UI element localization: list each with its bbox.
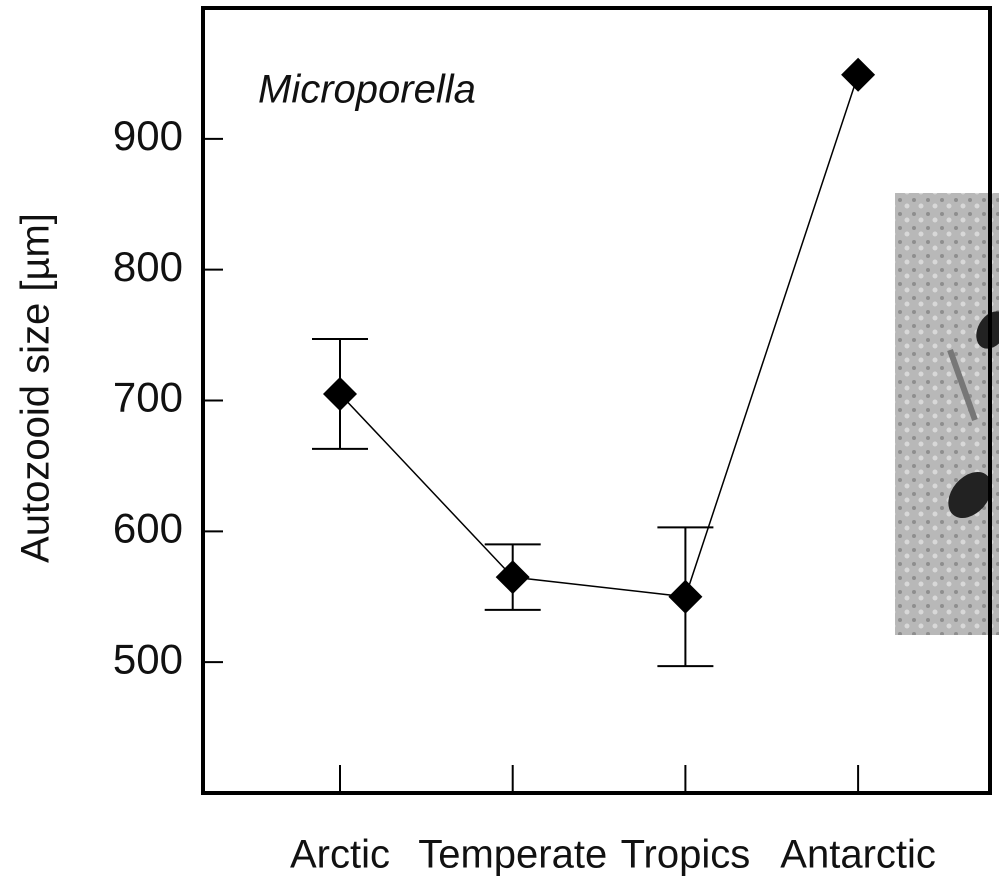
marker — [495, 560, 530, 595]
series-line — [339, 74, 859, 598]
y-tick-label: 600 — [113, 504, 183, 551]
x-tick-label: Temperate — [418, 833, 607, 877]
x-tick-label: Arctic — [290, 833, 390, 877]
annotation: Microporella — [258, 68, 476, 112]
y-tick-label: 800 — [113, 243, 183, 290]
y-tick-label: 500 — [113, 635, 183, 682]
marker — [323, 376, 357, 411]
plot-frame — [201, 6, 992, 795]
marker — [668, 579, 703, 614]
y-tick-label: 900 — [113, 112, 183, 159]
y-tick-label: 700 — [113, 374, 183, 421]
x-tick-label: Antarctic — [780, 833, 936, 877]
x-tick-label: Tropics — [621, 833, 751, 877]
specimen-photo — [895, 193, 999, 635]
y-axis-label: Autozooid size [µm] — [14, 213, 58, 563]
marker — [841, 57, 876, 92]
